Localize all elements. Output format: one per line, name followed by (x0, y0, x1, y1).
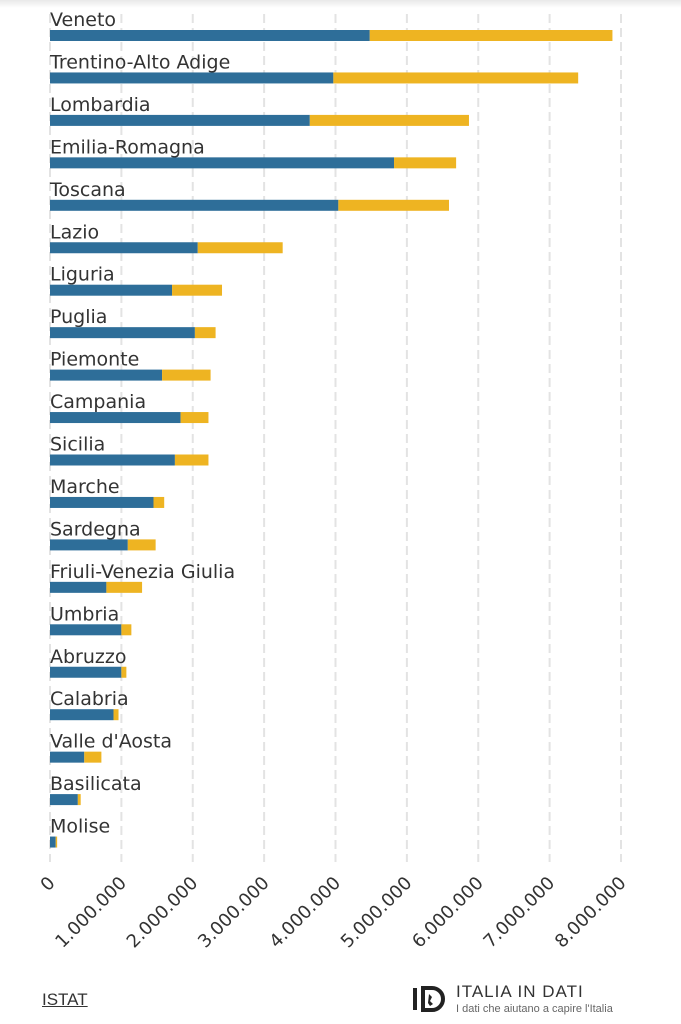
bar-segment-1 (50, 454, 175, 466)
bar-segment-2 (180, 412, 209, 424)
brand-tagline: I dati che aiutano a capire l'Italia (456, 1003, 613, 1015)
x-tick-label: 8.000.000 (551, 873, 631, 953)
bar-segment-1 (50, 666, 122, 678)
bar-segment-1 (50, 624, 122, 636)
bar-segment-2 (127, 539, 156, 551)
x-tick-label: 4.000.000 (265, 873, 345, 953)
bar-segment-2 (77, 794, 81, 806)
category-label: Umbria (50, 603, 119, 625)
category-label: Friuli-Venezia Giulia (50, 561, 235, 583)
bar-segment-1 (50, 284, 173, 296)
category-label: Sardegna (50, 518, 141, 540)
category-label: Veneto (50, 9, 116, 31)
category-label: Lombardia (50, 94, 151, 116)
bar-segment-1 (50, 581, 107, 593)
stacked-bar-chart: Veneto Trentino-Alto Adige Lombardia Emilia… (37, 9, 631, 953)
bar-segment-1 (50, 327, 195, 339)
bar-segment-1 (50, 242, 198, 254)
bar-segment-2 (309, 114, 469, 126)
bar-segment-2 (121, 666, 127, 678)
category-label: Calabria (50, 688, 129, 710)
category-label: Sicilia (50, 434, 105, 456)
x-tick-label: 2.000.000 (123, 873, 203, 953)
italia-in-dati-logo-icon (413, 986, 445, 1012)
x-tick-label: 0 (37, 873, 60, 896)
category-label: Lazio (50, 221, 99, 243)
bar-segment-1 (50, 412, 181, 424)
category-label: Marche (50, 476, 120, 498)
category-label: Trentino-Alto Adige (49, 51, 230, 73)
bar-segment-2 (394, 157, 457, 169)
source-link[interactable]: ISTAT (42, 990, 88, 1009)
bar-segment-2 (162, 369, 211, 381)
bar-segment-1 (50, 709, 114, 721)
bar-segment-2 (369, 30, 613, 41)
bar-segment-1 (50, 794, 78, 806)
bar-segment-1 (50, 72, 334, 84)
category-label: Basilicata (50, 773, 142, 795)
bar-segment-1 (50, 30, 370, 41)
x-tick-label: 7.000.000 (480, 873, 560, 953)
bar-segment-2 (172, 284, 223, 296)
bar-segment-2 (106, 581, 143, 593)
bar-segment-2 (55, 836, 58, 848)
bar-segment-1 (50, 114, 310, 126)
category-label: Piemonte (50, 349, 139, 371)
x-tick-label: 5.000.000 (337, 873, 417, 953)
category-label: Campania (50, 391, 146, 413)
category-label: Liguria (50, 264, 115, 286)
bar-segment-2 (174, 454, 209, 466)
category-label: Molise (50, 816, 110, 838)
bar-segment-2 (153, 496, 165, 508)
bar-segment-1 (50, 496, 154, 508)
brand: ITALIA IN DATI I dati che aiutano a capi… (412, 982, 672, 1022)
bar-segment-1 (50, 157, 395, 169)
x-tick-label: 6.000.000 (408, 873, 488, 953)
x-tick-label: 3.000.000 (194, 873, 274, 953)
bar-segment-1 (50, 836, 56, 848)
bar-segment-1 (50, 539, 128, 551)
bar-segment-2 (121, 624, 132, 636)
bar-segment-2 (338, 199, 449, 211)
bar-segment-2 (333, 72, 579, 84)
bar-segment-2 (84, 751, 102, 763)
bar-segment-1 (50, 369, 163, 381)
category-label: Toscana (49, 179, 126, 201)
top-shadow (0, 0, 681, 8)
bar-segment-1 (50, 199, 339, 211)
bar-segment-2 (197, 242, 283, 254)
category-label: Abruzzo (50, 646, 126, 668)
bar-segment-2 (113, 709, 119, 721)
bar-segment-2 (194, 327, 216, 339)
brand-name: ITALIA IN DATI (456, 982, 584, 1001)
category-label: Puglia (50, 306, 107, 328)
bar-segment-1 (50, 751, 85, 763)
category-label: Valle d'Aosta (50, 731, 172, 753)
x-tick-label: 1.000.000 (51, 873, 131, 953)
category-label: Emilia-Romagna (50, 136, 205, 158)
